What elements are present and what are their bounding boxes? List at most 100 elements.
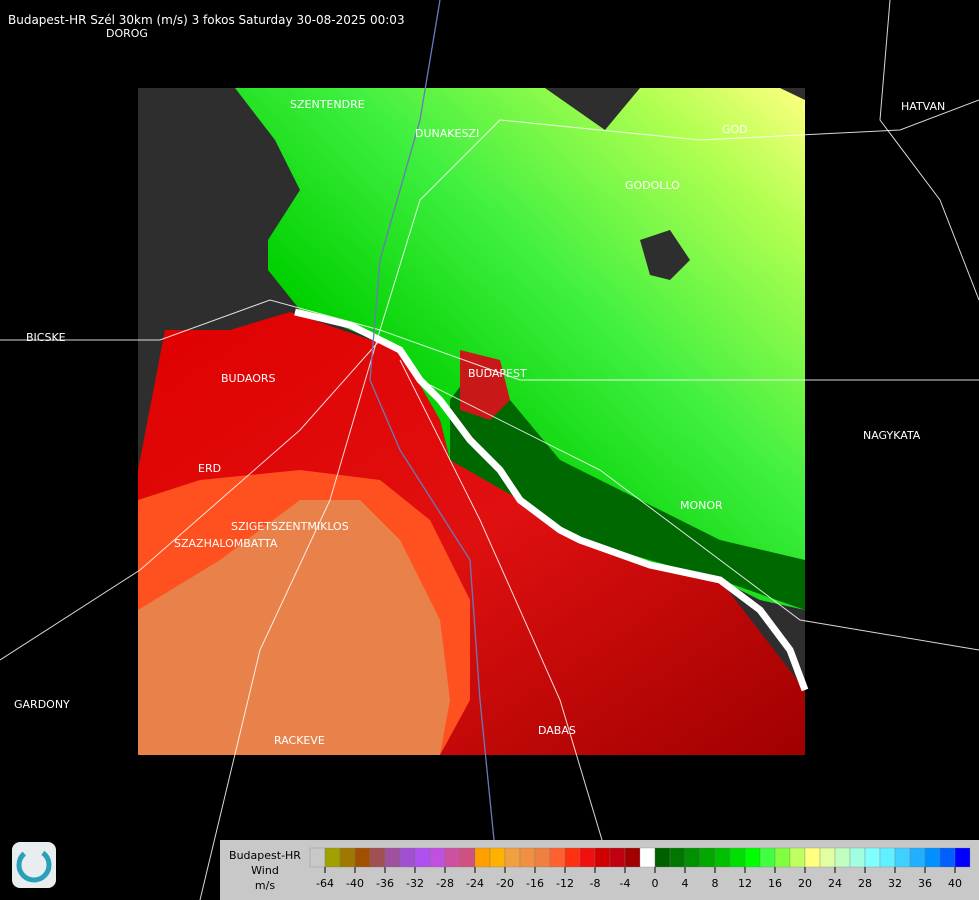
road xyxy=(879,0,979,301)
legend-tick-label: 8 xyxy=(712,877,719,890)
legend-swatch xyxy=(774,847,791,868)
legend-title: Budapest-HR xyxy=(229,849,301,862)
legend-tick-label: -32 xyxy=(406,877,424,890)
legend-swatch xyxy=(474,847,491,868)
place-label: RACKEVE xyxy=(274,734,325,747)
road xyxy=(0,339,381,661)
place-label: HATVAN xyxy=(901,100,945,113)
legend-tick-label: -64 xyxy=(316,877,334,890)
legend-swatch xyxy=(459,847,476,868)
legend-swatch xyxy=(384,847,401,868)
dark-green-band xyxy=(450,360,805,610)
place-label: DOROG xyxy=(106,27,148,40)
legend-swatch xyxy=(429,847,446,868)
road xyxy=(419,379,979,651)
zero-line xyxy=(294,308,809,692)
road xyxy=(199,329,381,900)
legend-swatch xyxy=(954,847,971,868)
legend-tick-label: 20 xyxy=(798,877,812,890)
road xyxy=(399,359,621,900)
legend-tick-label: -40 xyxy=(346,877,364,890)
legend-swatch xyxy=(414,847,431,868)
legend-swatch xyxy=(654,847,671,868)
place-label: NAGYKATA xyxy=(863,429,921,442)
legend-swatch xyxy=(819,847,836,868)
legend-swatch xyxy=(729,847,746,868)
legend-tick-label: -12 xyxy=(556,877,574,890)
red-patch xyxy=(460,350,510,420)
legend-swatch xyxy=(399,847,416,868)
legend-tick-label: -20 xyxy=(496,877,514,890)
legend-swatch xyxy=(714,847,731,868)
legend-tick-label: 0 xyxy=(652,877,659,890)
legend-swatch xyxy=(324,847,341,868)
legend-tick-label: -4 xyxy=(620,877,631,890)
legend-tick-label: 36 xyxy=(918,877,932,890)
legend-swatch xyxy=(804,847,821,868)
legend-swatch xyxy=(369,847,386,868)
place-label: ERD xyxy=(198,462,221,475)
legend-swatch xyxy=(894,847,911,868)
legend-swatch xyxy=(609,847,626,868)
place-label: BUDAORS xyxy=(221,372,276,385)
river xyxy=(369,0,501,900)
approaching-area xyxy=(235,88,805,610)
legend-swatch xyxy=(849,847,866,868)
place-label: DABAS xyxy=(538,724,576,737)
legend-swatch xyxy=(624,847,641,868)
place-label: DUNAKESZI xyxy=(415,127,479,140)
road xyxy=(379,99,979,331)
legend-tick-label: 28 xyxy=(858,877,872,890)
legend-swatch xyxy=(444,847,461,868)
place-label: SZAZHALOMBATTA xyxy=(174,537,278,550)
legend-tick-label: -28 xyxy=(436,877,454,890)
legend-tick-label: -24 xyxy=(466,877,484,890)
legend-tick-label: -16 xyxy=(526,877,544,890)
place-label: GARDONY xyxy=(14,698,70,711)
radar-field xyxy=(138,88,809,755)
legend-swatch xyxy=(339,847,356,868)
place-label: BUDAPEST xyxy=(468,367,527,380)
legend-tick-label: 40 xyxy=(948,877,962,890)
legend-tick-label: 24 xyxy=(828,877,842,890)
legend-swatch xyxy=(759,847,776,868)
legend-swatch xyxy=(504,847,521,868)
place-label: BICSKE xyxy=(26,331,66,344)
legend-swatch xyxy=(684,847,701,868)
legend-tick-label: 12 xyxy=(738,877,752,890)
place-label: SZENTENDRE xyxy=(290,98,365,111)
legend-swatch xyxy=(834,847,851,868)
map-title: Budapest-HR Szél 30km (m/s) 3 fokos Satu… xyxy=(8,13,405,27)
legend-swatch xyxy=(939,847,956,868)
legend-swatch xyxy=(354,847,371,868)
legend-swatch xyxy=(639,847,656,868)
place-label: SZIGETSZENTMIKLOS xyxy=(231,520,349,533)
legend-title: m/s xyxy=(255,879,275,892)
legend-tick-label: -36 xyxy=(376,877,394,890)
legend-swatch xyxy=(789,847,806,868)
legend-title: Wind xyxy=(251,864,279,877)
legend-swatch xyxy=(564,847,581,868)
legend-tick-label: 16 xyxy=(768,877,782,890)
gap xyxy=(640,230,690,280)
place-label: GODOLLO xyxy=(625,179,680,192)
legend-swatch xyxy=(594,847,611,868)
logo-mark xyxy=(16,847,52,883)
place-label: MONOR xyxy=(680,499,723,512)
legend-swatch xyxy=(744,847,761,868)
legend-swatch xyxy=(309,847,326,868)
logo xyxy=(12,842,56,888)
legend-tick-label: 4 xyxy=(682,877,689,890)
legend-swatch xyxy=(864,847,881,868)
legend-swatch xyxy=(489,847,506,868)
legend-swatch xyxy=(579,847,596,868)
legend-swatch xyxy=(549,847,566,868)
legend-swatch xyxy=(879,847,896,868)
legend-tick-label: 32 xyxy=(888,877,902,890)
legend-swatch xyxy=(924,847,941,868)
legend-tick-label: -8 xyxy=(590,877,601,890)
